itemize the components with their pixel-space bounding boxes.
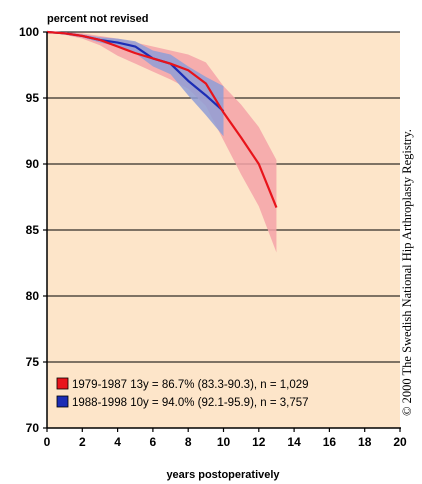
x-tick-label: 8 [185, 435, 192, 449]
y-tick-label: 95 [26, 91, 40, 105]
legend-label-1979-1987: 1979-1987 13y = 86.7% (83.3-90.3), n = 1… [72, 379, 309, 391]
x-tick-label: 18 [358, 435, 372, 449]
x-tick-label: 2 [79, 435, 86, 449]
x-tick-label: 20 [393, 435, 407, 449]
x-tick-label: 6 [150, 435, 157, 449]
legend: 1979-1987 13y = 86.7% (83.3-90.3), n = 1… [56, 377, 309, 409]
x-tick-label: 4 [114, 435, 121, 449]
x-tick-label: 0 [44, 435, 51, 449]
y-tick-label: 70 [26, 421, 40, 435]
series-lines [46, 30, 278, 208]
x-tick-label: 10 [217, 435, 231, 449]
y-axis-label: percent not revised [47, 13, 148, 25]
x-tick-label: 14 [287, 435, 301, 449]
x-axis-label: years postoperatively [166, 469, 280, 481]
series-line-1979-1987 [46, 30, 278, 208]
y-tick-label: 100 [19, 25, 39, 39]
tick-labels: 0 2 4 6 8 10 12 14 16 18 20 100 95 90 85 80 75 70 [19, 25, 407, 449]
y-tick-label: 85 [26, 223, 40, 237]
x-tick-label: 12 [252, 435, 266, 449]
y-tick-label: 75 [26, 355, 40, 369]
legend-swatch-1979-1987 [56, 377, 69, 390]
x-tick-label: 16 [323, 435, 337, 449]
y-tick-label: 90 [26, 157, 40, 171]
legend-label-1988-1998: 1988-1998 10y = 94.0% (92.1-95.9), n = 3… [72, 397, 309, 409]
copyright-notice: © 2000 The Swedish National Hip Arthropl… [400, 129, 414, 416]
y-tick-label: 80 [26, 289, 40, 303]
legend-swatch-1988-1998 [56, 395, 69, 408]
